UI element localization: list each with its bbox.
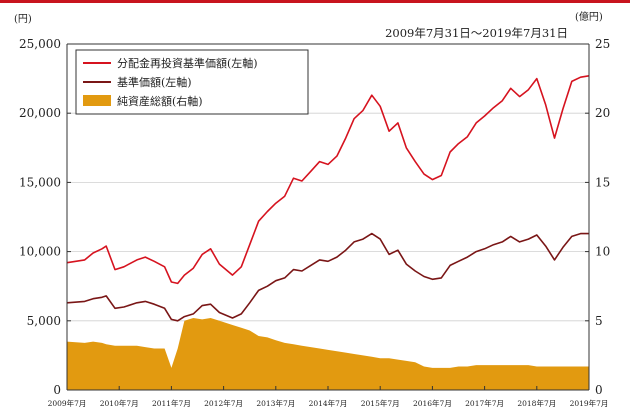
x-tick-label: 2018年7月 (517, 398, 556, 408)
legend-box (75, 49, 309, 115)
x-tick-label: 2017年7月 (465, 398, 504, 408)
x-tick-label: 2009年7月 (48, 398, 87, 408)
right-tick-label: 10 (595, 245, 610, 259)
left-tick-label: 25,000 (19, 37, 61, 51)
x-tick-label: 2019年7月 (570, 398, 609, 408)
legend-label-nav: 基準価額(左軸) (117, 75, 192, 89)
right-tick-label: 20 (595, 106, 610, 120)
x-tick-label: 2010年7月 (100, 398, 139, 408)
reinvested-nav-line (66, 75, 590, 285)
nav-line (66, 232, 589, 322)
left-tick-label: 0 (53, 383, 61, 397)
legend-swatch-net-assets (83, 95, 111, 106)
right-axis-unit: (億円) (575, 10, 603, 23)
left-tick-label: 20,000 (19, 106, 61, 120)
top-red-rule (0, 0, 630, 3)
left-axis-unit: (円) (14, 14, 32, 25)
line-layer (66, 75, 590, 322)
right-tick-label: 5 (595, 314, 603, 328)
x-tick-label: 2013年7月 (256, 398, 295, 408)
right-y-ticks: 25 20 15 10 5 0 (595, 37, 610, 397)
left-tick-label: 15,000 (19, 175, 61, 189)
right-tick-label: 15 (595, 175, 610, 189)
axis-layer (66, 43, 590, 391)
right-tick-label: 0 (595, 383, 603, 397)
legend-label-reinvested: 分配金再投資基準価額(左軸) (117, 56, 258, 70)
x-ticks: 2009年7月 2010年7月 2011年7月 2012年7月 2013年7月 2014年… (48, 398, 609, 408)
net-assets-area-layer (67, 318, 589, 390)
net-assets-area (67, 318, 589, 390)
legend-label-net-assets: 純資産総額(右軸) (117, 94, 203, 108)
right-tick-label: 25 (595, 37, 610, 51)
left-y-ticks: 25,000 20,000 15,000 10,000 5,000 0 (19, 37, 61, 397)
period-label: 2009年7月31日～2019年7月31日 (385, 26, 568, 40)
x-tick-label: 2016年7月 (413, 398, 452, 408)
x-tick-label: 2011年7月 (152, 398, 191, 408)
x-tick-label: 2014年7月 (309, 398, 348, 408)
left-tick-label: 5,000 (27, 314, 61, 328)
left-tick-label: 10,000 (19, 245, 61, 259)
x-tick-label: 2012年7月 (204, 398, 243, 408)
x-tick-label: 2015年7月 (361, 398, 400, 408)
legend: 分配金再投資基準価額(左軸) 基準価額(左軸) 純資産総額(右軸) (75, 49, 309, 115)
